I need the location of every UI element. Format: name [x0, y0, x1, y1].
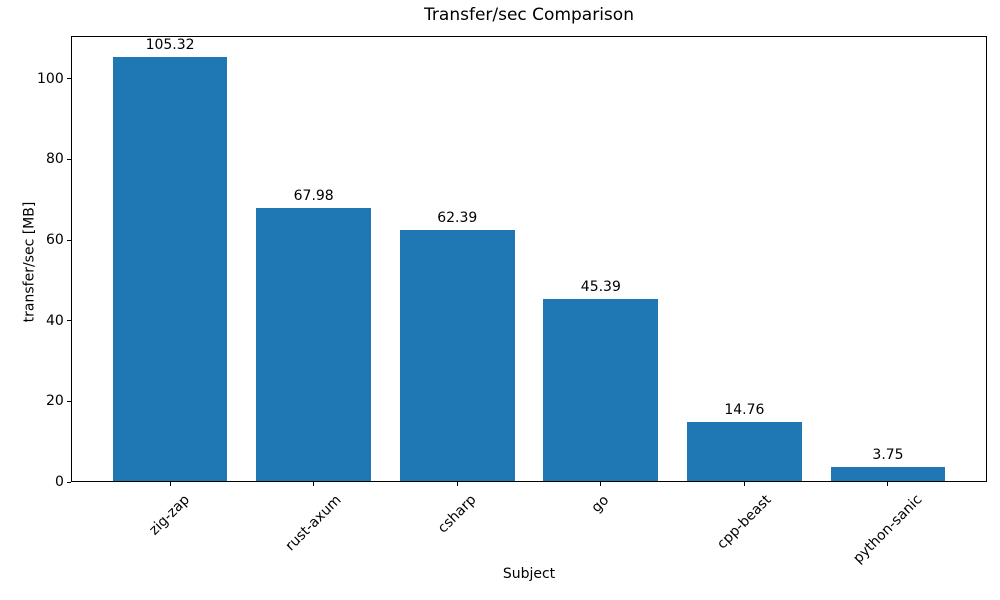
y-tick-label: 60: [46, 232, 64, 249]
x-tick-mark: [313, 482, 315, 486]
chart-title: Transfer/sec Comparison: [424, 5, 634, 25]
x-tick-mark: [743, 482, 745, 486]
bar-value-label: 3.75: [872, 446, 904, 463]
y-tick-mark: [67, 239, 71, 241]
x-tick-mark: [887, 482, 889, 486]
bar-value-label: 45.39: [580, 278, 621, 295]
x-tick-label: cpp-beast: [714, 491, 775, 553]
y-tick-label: 0: [55, 474, 64, 490]
y-tick-label: 100: [37, 70, 64, 87]
y-tick-mark: [67, 158, 71, 160]
x-tick-label: rust-axum: [282, 492, 345, 555]
bar-value-label: 62.39: [437, 210, 478, 227]
y-tick-mark: [67, 400, 71, 402]
bar: [543, 298, 659, 482]
x-tick-mark: [456, 482, 458, 486]
bar-value-label: 67.98: [293, 187, 334, 204]
x-tick-label: zig-zap: [146, 491, 194, 539]
y-tick-label: 80: [46, 151, 64, 168]
bar: [830, 466, 946, 482]
x-axis-label: Subject: [502, 566, 556, 582]
y-tick-label: 20: [46, 393, 64, 410]
y-tick-mark: [67, 481, 71, 483]
y-tick-mark: [67, 78, 71, 80]
y-tick-mark: [67, 320, 71, 322]
x-tick-label: csharp: [434, 491, 480, 537]
bar: [399, 230, 515, 482]
x-tick-label: go: [588, 491, 613, 516]
x-tick-mark: [169, 482, 171, 486]
x-tick-mark: [600, 482, 602, 486]
bar: [112, 57, 228, 482]
y-tick-label: 40: [46, 312, 64, 329]
y-axis-label: transfer/sec [MB]: [21, 201, 38, 323]
x-tick-label: python-sanic: [850, 491, 926, 568]
bar: [686, 422, 802, 482]
bar-value-label: 105.32: [145, 37, 195, 54]
bar: [256, 207, 372, 482]
bar-value-label: 14.76: [724, 402, 765, 419]
